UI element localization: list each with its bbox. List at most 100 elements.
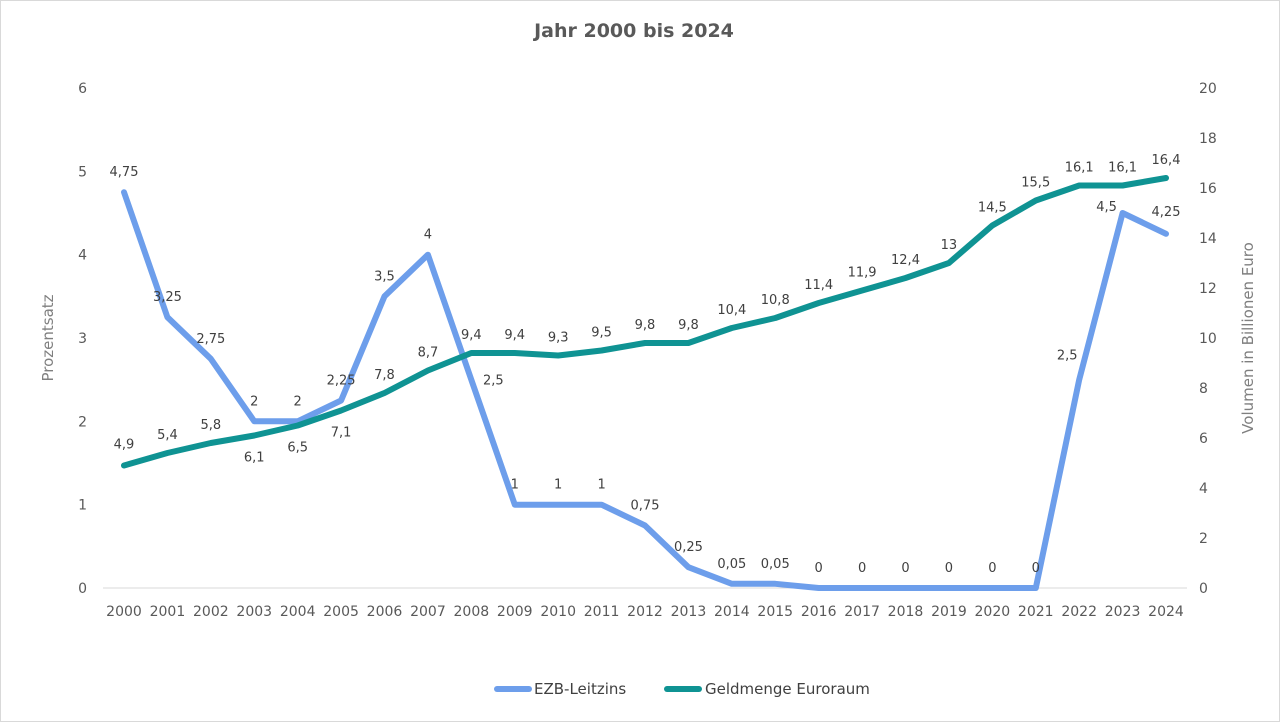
data-label-geldmenge: 7,1 [331, 426, 352, 441]
data-point-geldmenge [253, 434, 256, 437]
x-tick-label: 2023 [1105, 604, 1141, 620]
data-label-geldmenge: 5,4 [157, 428, 178, 443]
data-label-geldmenge: 5,8 [200, 418, 221, 433]
x-tick-label: 2019 [931, 604, 967, 620]
data-point-geldmenge [1078, 184, 1080, 187]
data-label-ezb-leitzins: 0 [858, 561, 866, 576]
data-label-geldmenge: 12,4 [891, 253, 920, 268]
y-right-tick-label: 18 [1199, 131, 1217, 147]
legend: EZB-Leitzins Geldmenge Euroraum [494, 680, 870, 698]
data-point-geldmenge [1165, 177, 1167, 179]
data-point-ezb-leitzins [644, 524, 646, 527]
data-point-geldmenge [1034, 199, 1037, 202]
x-tick-label: 2000 [106, 604, 142, 620]
data-point-geldmenge [817, 302, 820, 304]
data-label-geldmenge: 15,5 [1021, 176, 1050, 191]
legend-label-ezb-leitzins: EZB-Leitzins [534, 680, 626, 698]
data-point-ezb-leitzins [340, 399, 342, 402]
y-right-tick-label: 0 [1199, 581, 1208, 597]
y-right-tick-label: 8 [1199, 381, 1208, 397]
data-point-ezb-leitzins [774, 583, 777, 585]
data-label-geldmenge: 13 [941, 238, 958, 253]
data-point-geldmenge [991, 224, 994, 227]
x-tick-label: 2009 [497, 604, 533, 620]
y-left-tick-label: 3 [78, 331, 87, 347]
data-label-ezb-leitzins: 0,25 [674, 540, 703, 555]
x-tick-label: 2020 [975, 604, 1011, 620]
x-tick-label: 2018 [888, 604, 924, 620]
y-axis-left-title: Prozentsatz [39, 294, 57, 381]
data-label-ezb-leitzins: 0,05 [761, 557, 790, 572]
data-point-ezb-leitzins [904, 587, 907, 589]
data-label-ezb-leitzins: 4,5 [1096, 200, 1117, 215]
data-label-geldmenge: 14,5 [978, 201, 1007, 216]
x-tick-label: 2004 [280, 604, 316, 620]
data-point-geldmenge [731, 327, 733, 329]
data-point-geldmenge [340, 409, 342, 412]
data-label-geldmenge: 6,5 [287, 441, 308, 456]
data-label-ezb-leitzins: 2 [250, 394, 258, 409]
data-point-geldmenge [600, 349, 603, 352]
data-labels: 4,75 3,25 2,75 2 2 2,25 3,5 4 2,5 1 1 1 0,75 0,25 0,05… [110, 153, 1181, 576]
data-label-geldmenge: 11,9 [848, 266, 877, 281]
data-label-geldmenge: 6,1 [244, 451, 265, 466]
data-point-geldmenge [210, 442, 212, 444]
y-right-tick-label: 4 [1199, 481, 1208, 497]
data-label-ezb-leitzins: 0 [1032, 561, 1040, 576]
x-tick-label: 2010 [540, 604, 576, 620]
y-right-tick-label: 14 [1199, 231, 1217, 247]
series-line-ezb-leitzins [121, 189, 1169, 591]
data-point-geldmenge [904, 277, 907, 279]
data-point-geldmenge [644, 342, 646, 344]
x-tick-label: 2002 [193, 604, 229, 620]
data-point-geldmenge [166, 452, 169, 454]
x-tick-label: 2006 [367, 604, 403, 620]
x-tick-label: 2007 [410, 604, 446, 620]
data-point-geldmenge [470, 352, 473, 354]
data-point-geldmenge [427, 369, 429, 372]
data-point-ezb-leitzins [383, 295, 386, 298]
y-right-tick-label: 20 [1199, 81, 1217, 97]
data-label-ezb-leitzins: 0 [945, 561, 953, 576]
y-right-tick-label: 10 [1199, 331, 1217, 347]
y-left-tick-label: 1 [78, 498, 87, 514]
data-point-ezb-leitzins [296, 420, 299, 423]
data-label-ezb-leitzins: 1 [554, 478, 562, 493]
y-right-tick-label: 12 [1199, 281, 1217, 297]
data-point-ezb-leitzins [1121, 212, 1124, 214]
y-left-tick-label: 0 [78, 581, 87, 597]
data-point-geldmenge [774, 317, 777, 319]
data-point-ezb-leitzins [1034, 587, 1037, 589]
data-label-geldmenge: 8,7 [418, 346, 439, 361]
data-point-ezb-leitzins [427, 253, 429, 256]
data-label-ezb-leitzins: 2 [294, 394, 302, 409]
x-tick-label: 2015 [757, 604, 793, 620]
data-point-ezb-leitzins [166, 316, 169, 318]
y-right-tick-label: 2 [1199, 531, 1208, 547]
x-tick-label: 2016 [801, 604, 837, 620]
data-label-geldmenge: 10,8 [761, 293, 790, 308]
data-label-geldmenge: 9,5 [591, 326, 612, 341]
y-left-tick-label: 6 [78, 81, 87, 97]
data-label-geldmenge: 16,1 [1065, 161, 1094, 176]
legend-label-geldmenge: Geldmenge Euroraum [705, 680, 870, 698]
data-label-geldmenge: 7,8 [374, 368, 395, 383]
data-point-ezb-leitzins [687, 566, 690, 568]
data-point-geldmenge [123, 464, 125, 467]
data-label-geldmenge: 16,1 [1108, 161, 1137, 176]
data-label-geldmenge: 11,4 [804, 278, 833, 293]
y-left-tick-label: 4 [78, 248, 87, 264]
data-label-geldmenge: 9,4 [461, 328, 482, 343]
data-point-geldmenge [861, 289, 863, 292]
data-point-geldmenge [383, 392, 386, 394]
data-point-geldmenge [1121, 184, 1124, 187]
data-label-ezb-leitzins: 0 [901, 561, 909, 576]
x-tick-label: 2024 [1148, 604, 1184, 620]
data-label-geldmenge: 16,4 [1152, 153, 1181, 168]
x-tick-label: 2012 [627, 604, 663, 620]
data-label-geldmenge: 9,8 [678, 318, 699, 333]
y-right-tick-label: 16 [1199, 181, 1217, 197]
